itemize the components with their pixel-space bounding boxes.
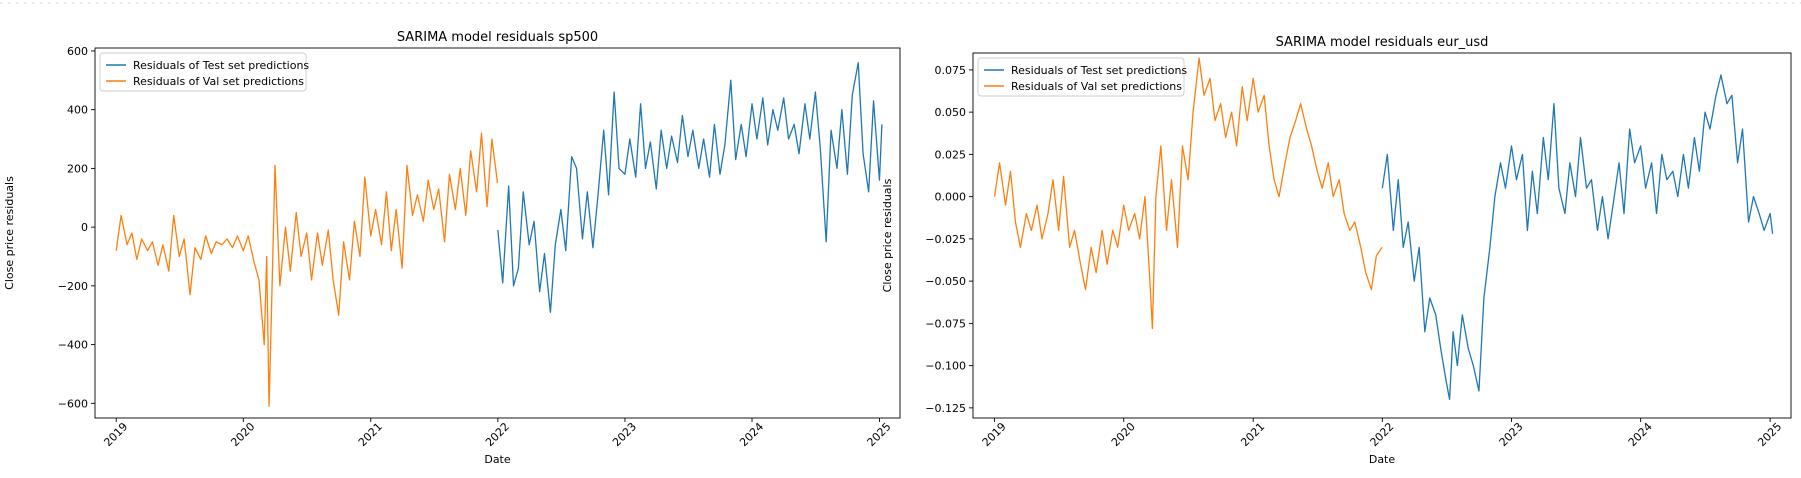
legend: Residuals of Test set predictions Residua… (99, 52, 309, 92)
x-tick-label: 2022 (483, 420, 512, 449)
legend-label: Residuals of Val set predictions (1011, 80, 1182, 93)
x-tick-label: 2025 (865, 420, 894, 449)
chart-2: SARIMA model residuals eur_usd 0.075 0.050… (881, 35, 1792, 466)
x-tick-label: 2023 (1497, 420, 1526, 449)
series-line-test (497, 62, 883, 313)
y-tick-label: −600 (58, 397, 88, 410)
legend: Residuals of Test set predictions Residua… (977, 57, 1187, 97)
x-tick-label: 2021 (1238, 420, 1267, 449)
legend-box (99, 52, 307, 92)
chart-1: SARIMA model residuals sp500 600 400 200 0 −2… (3, 30, 901, 466)
y-tick-label: 0.000 (935, 191, 967, 204)
y-tick-label: 0.075 (935, 64, 967, 77)
series-line-val (115, 132, 499, 407)
y-tick-label: 0 (81, 221, 88, 234)
x-tick-label: 2020 (1109, 420, 1138, 449)
y-tick-label: 0.050 (935, 106, 967, 119)
y-tick-label: 600 (67, 45, 88, 58)
x-tick-label: 2019 (980, 420, 1009, 449)
y-tick-label: −0.025 (925, 233, 966, 246)
y-tick-label: 400 (67, 104, 88, 117)
x-tick-label: 2023 (610, 420, 639, 449)
x-tick-label: 2024 (1626, 420, 1655, 449)
y-axis-label: Close price residuals (3, 176, 16, 290)
series-line-val (993, 57, 1383, 330)
series-line-test (1381, 74, 1774, 401)
x-tick-label: 2022 (1368, 420, 1397, 449)
y-tick-label: 0.025 (935, 148, 967, 161)
chart-title: SARIMA model residuals sp500 (397, 30, 598, 45)
legend-label: Residuals of Test set predictions (1011, 64, 1187, 77)
x-axis-label: Date (484, 453, 511, 466)
legend-label: Residuals of Test set predictions (133, 59, 309, 72)
y-tick-label: −200 (58, 280, 88, 293)
legend-box (977, 57, 1185, 97)
y-tick-label: −0.075 (925, 317, 966, 330)
y-tick-label: −0.100 (925, 360, 966, 373)
x-axis-label: Date (1369, 453, 1396, 466)
x-tick-label: 2025 (1755, 420, 1784, 449)
y-tick-label: −0.050 (925, 275, 966, 288)
x-tick-label: 2020 (228, 420, 257, 449)
x-tick-label: 2024 (737, 420, 766, 449)
x-tick-label: 2021 (356, 420, 385, 449)
plot-frame (972, 52, 1792, 419)
y-axis-label: Close price residuals (881, 178, 894, 292)
x-tick-label: 2019 (101, 420, 130, 449)
y-tick-label: 200 (67, 162, 88, 175)
y-tick-label: −0.125 (925, 402, 966, 415)
legend-label: Residuals of Val set predictions (133, 75, 304, 88)
y-tick-label: −400 (58, 339, 88, 352)
chart-title: SARIMA model residuals eur_usd (1276, 35, 1489, 50)
